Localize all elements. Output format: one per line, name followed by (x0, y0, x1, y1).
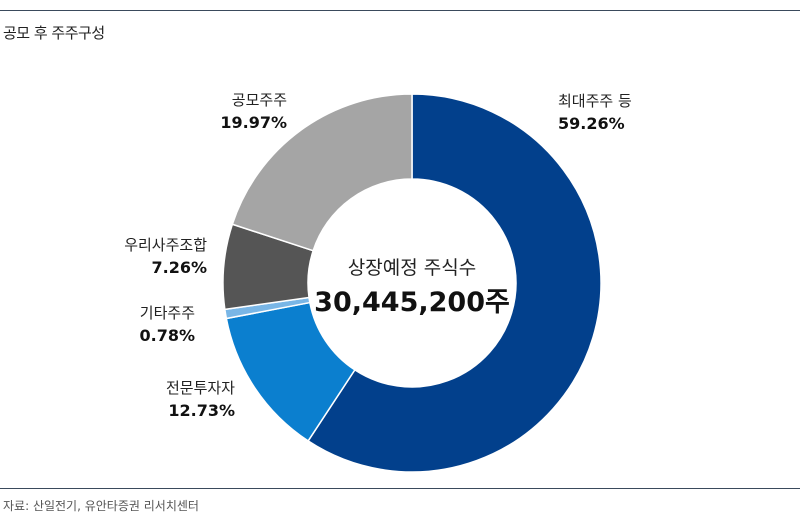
slice-label-value: 7.26% (151, 258, 207, 277)
slice-label-value: 59.26% (558, 114, 625, 133)
slice-5 (231, 93, 413, 252)
slice-label-value: 19.97% (220, 113, 287, 132)
slice-label-value: 12.73% (168, 401, 235, 420)
slice-label-name: 전문투자자 (166, 379, 235, 397)
slice-label-name: 우리사주조합 (124, 236, 207, 254)
slice-label-name: 기타주주 (140, 304, 195, 322)
center-label: 상장예정 주식수 (348, 257, 476, 279)
center-value: 30,445,200주 (314, 287, 510, 318)
chart-title: 공모 후 주주구성 (3, 24, 105, 42)
donut-slices (222, 93, 602, 473)
bottom-rule (0, 488, 800, 489)
slice-1 (307, 93, 602, 473)
source-note: 자료: 산일전기, 유안타증권 리서치센터 (3, 499, 199, 513)
slice-label-name: 최대주주 등 (558, 92, 632, 110)
slice-labels: 최대주주 등 59.26% 전문투자자 12.73% 기타주주 0.78% 우리사주조합 7.… (124, 91, 632, 420)
slice-label-value: 0.78% (139, 326, 195, 345)
slice-label-name: 공모주주 (232, 91, 287, 109)
top-rule (0, 10, 800, 11)
